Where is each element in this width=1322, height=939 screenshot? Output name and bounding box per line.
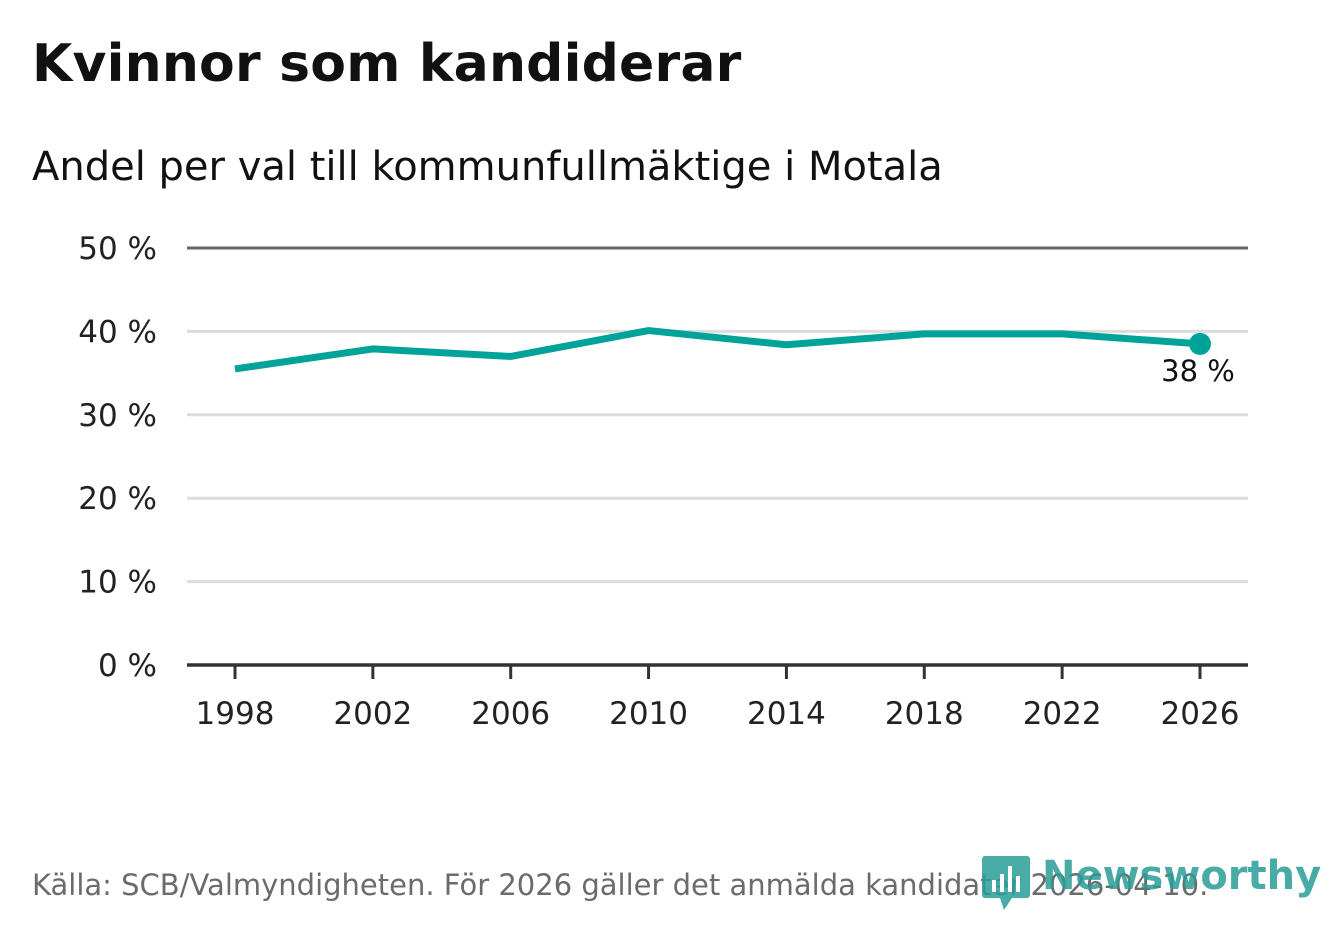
- brand-logo: Newsworthy: [982, 846, 1322, 910]
- y-tick-label: 0 %: [98, 648, 157, 684]
- series-line: [234, 327, 1201, 373]
- y-axis-ticks: 0 % 10 % 20 % 30 % 40 % 50 %: [78, 231, 157, 684]
- x-tick-label: 2014: [747, 696, 826, 732]
- gridlines: [187, 246, 1248, 667]
- x-tick-label: 2026: [1161, 696, 1240, 732]
- chart-subtitle: Andel per val till kommunfullmäktige i M…: [32, 144, 943, 190]
- x-tick-label: 2018: [885, 696, 964, 732]
- y-tick-label: 10 %: [78, 565, 157, 601]
- y-tick-label: 30 %: [78, 398, 157, 434]
- x-axis-ticks: 1998 2002 2006 2010 2014 2018 2022 2026: [196, 665, 1240, 732]
- chart-title: Kvinnor som kandiderar: [32, 34, 742, 94]
- data-labels: 38 %: [1161, 354, 1235, 388]
- x-tick-label: 2010: [609, 696, 688, 732]
- y-tick-label: 50 %: [78, 231, 157, 267]
- y-tick-label: 20 %: [78, 481, 157, 517]
- x-tick-label: 2006: [471, 696, 550, 732]
- x-tick-label: 2022: [1023, 696, 1102, 732]
- y-tick-label: 40 %: [78, 314, 157, 350]
- end-value-label: 38 %: [1161, 354, 1235, 388]
- brand-name: Newsworthy: [1042, 853, 1322, 899]
- end-point-marker: [1189, 332, 1211, 355]
- series: [234, 327, 1211, 373]
- newsworthy-logo-icon: [982, 852, 1030, 910]
- x-tick-label: 1998: [196, 696, 275, 732]
- x-tick-label: 2002: [333, 696, 412, 732]
